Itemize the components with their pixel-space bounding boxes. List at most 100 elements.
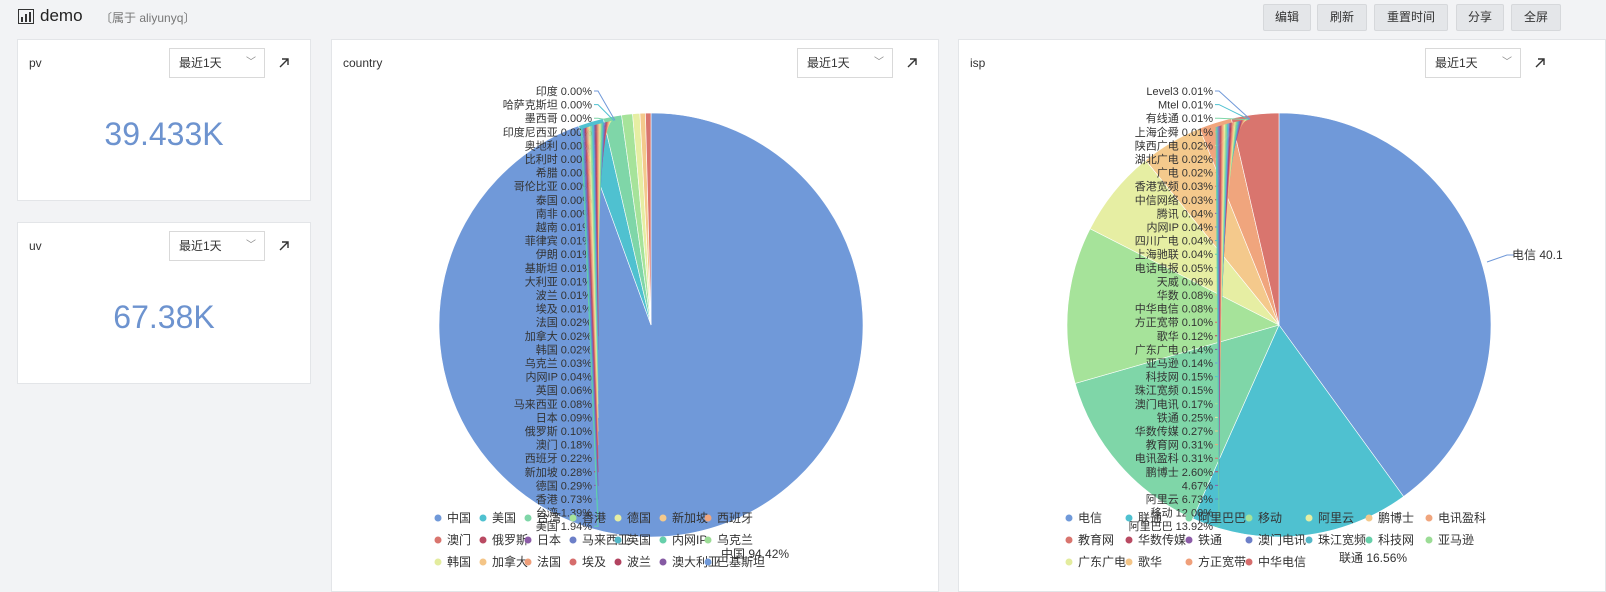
country-legend-item: 法国	[537, 555, 561, 569]
isp-data-label: 陕西广电 0.02%	[1135, 138, 1213, 152]
reset-time-button[interactable]: 重置时间	[1374, 4, 1448, 31]
country-data-label: 波兰 0.01%	[536, 289, 592, 302]
isp-legend-marker	[1365, 514, 1373, 522]
country-range-select[interactable]: 最近1天 ﹀	[797, 48, 893, 78]
country-legend-marker	[434, 514, 442, 522]
uv-value: 67.38K	[113, 299, 215, 335]
isp-data-label: 铁通 0.25%	[1157, 411, 1213, 424]
expand-icon[interactable]	[1533, 56, 1547, 70]
uv-range-select[interactable]: 最近1天 ﹀	[169, 231, 265, 261]
country-legend-item: 波兰	[627, 555, 651, 569]
isp-legend-item: 亚马逊	[1438, 533, 1474, 547]
isp-legend-marker	[1425, 514, 1433, 522]
pv-range-select[interactable]: 最近1天 ﹀	[169, 48, 265, 78]
country-legend-marker	[659, 514, 667, 522]
country-data-label: 墨西哥 0.00%	[525, 112, 592, 125]
isp-data-label: Mtel 0.01%	[1158, 100, 1213, 112]
expand-icon[interactable]	[277, 56, 291, 70]
isp-leader-line	[1215, 90, 1251, 120]
country-leader-line	[581, 128, 599, 514]
country-data-label: 奥地利 0.00%	[525, 138, 592, 152]
isp-data-label: 上海企舜 0.01%	[1135, 125, 1213, 139]
edit-button[interactable]: 编辑	[1263, 4, 1311, 31]
isp-data-label: 广东广电 0.14%	[1135, 343, 1213, 356]
isp-data-label: 亚马逊 0.14%	[1146, 357, 1213, 370]
isp-legend-item: 华数传媒	[1138, 532, 1186, 547]
expand-icon[interactable]	[905, 56, 919, 70]
isp-legend-marker	[1245, 514, 1253, 522]
isp-data-label: 腾讯 0.04%	[1157, 206, 1213, 220]
isp-data-label: 电讯盈科 0.31%	[1135, 451, 1213, 465]
country-data-label: 澳门 0.18%	[536, 438, 592, 452]
fullscreen-button[interactable]: 全屏	[1511, 4, 1561, 31]
country-legend-item: 台湾	[537, 510, 561, 525]
country-data-label: 菲律宾 0.01%	[525, 234, 592, 248]
isp-data-label: 华数 0.08%	[1157, 288, 1213, 302]
isp-slice	[1278, 112, 1492, 497]
isp-range-select[interactable]: 最近1天 ﹀	[1425, 48, 1521, 78]
expand-icon[interactable]	[277, 239, 291, 253]
country-legend-marker	[479, 558, 487, 566]
isp-legend-item: 铁通	[1198, 533, 1222, 547]
isp-pie-chart: Level3 0.01% Mtel 0.01%有线通 0.01%上海企舜 0.01…	[1065, 86, 1563, 569]
country-legend-item: 西班牙	[717, 511, 753, 525]
country-legend-marker	[524, 558, 532, 566]
country-data-label: 大利亚 0.01%	[525, 274, 592, 288]
isp-data-label: 珠江宽频 0.15%	[1135, 383, 1213, 397]
country-panel: country 最近1天 ﹀ 印度 0.00% 哈萨克斯坦 0.00% 墨西哥 0.…	[331, 39, 939, 592]
country-data-label: 英国 0.06%	[536, 383, 592, 397]
isp-legend-marker	[1125, 536, 1133, 544]
isp-data-label: 天威 0.06%	[1157, 275, 1213, 288]
isp-legend-marker	[1245, 558, 1253, 566]
country-legend-item: 美国	[492, 511, 516, 525]
country-legend-item: 韩国	[447, 554, 471, 569]
country-data-label: 西班牙 0.22%	[525, 452, 592, 465]
isp-legend-marker	[1185, 536, 1193, 544]
isp-legend-item: 教育网	[1078, 532, 1114, 547]
country-data-label: 南非 0.00%	[536, 207, 592, 220]
country-data-label: 俄罗斯 0.10%	[525, 425, 592, 438]
isp-legend-marker	[1065, 536, 1073, 544]
refresh-button[interactable]: 刷新	[1317, 4, 1367, 31]
country-legend-item: 乌克兰	[717, 532, 753, 547]
country-legend-item: 中国	[447, 510, 471, 525]
country-legend-marker	[614, 514, 622, 522]
country-data-label: 马来西亚 0.08%	[514, 398, 592, 411]
country-data-label: 印度尼西亚 0.00%	[503, 125, 592, 139]
isp-legend-marker	[1245, 536, 1253, 544]
chevron-down-icon: ﹀	[246, 57, 256, 68]
country-data-label: 埃及 0.01%	[536, 302, 592, 316]
isp-legend-item: 阿里云	[1318, 511, 1354, 525]
isp-legend-item: 歌华	[1138, 554, 1162, 569]
country-legend-item: 新加坡	[672, 510, 708, 525]
share-button[interactable]: 分享	[1456, 4, 1504, 31]
country-data-label: 基斯坦 0.01%	[525, 261, 592, 275]
country-data-label: 香港 0.73%	[536, 493, 592, 506]
country-legend-marker	[524, 514, 532, 522]
isp-data-label: 中信网络 0.03%	[1135, 193, 1213, 207]
country-legend-marker	[704, 514, 712, 522]
isp-data-label: 华数传媒 0.27%	[1135, 424, 1213, 438]
country-data-label: 新加坡 0.28%	[525, 465, 592, 479]
country-legend-item: 澳大利亚	[672, 555, 720, 569]
country-legend-item: 俄罗斯	[492, 533, 528, 547]
pv-value: 39.433K	[104, 116, 224, 152]
isp-legend-item: 鹏博士	[1378, 510, 1414, 525]
isp-slice	[1192, 324, 1405, 538]
isp-legend-marker	[1185, 558, 1193, 566]
uv-title: uv	[29, 239, 42, 253]
country-data-label: 韩国 0.02%	[536, 342, 592, 356]
country-leader-line	[594, 104, 615, 121]
dashboard-title: demo	[40, 6, 83, 25]
isp-legend-item: 电信	[1078, 511, 1102, 525]
isp-leader-line	[1486, 254, 1514, 263]
country-legend-marker	[614, 558, 622, 566]
country-legend-marker	[434, 558, 442, 566]
isp-data-label: 阿里云 6.73%	[1146, 493, 1213, 506]
country-slice	[645, 112, 652, 326]
country-legend-item: 香港	[582, 511, 606, 525]
country-pie-chart: 印度 0.00%哈萨克斯坦 0.00%墨西哥 0.00%印度尼西亚 0.00%奥…	[434, 84, 864, 569]
isp-legend-item: 广东广电	[1078, 555, 1126, 569]
country-legend-item: 巴基斯坦	[717, 555, 765, 569]
uv-panel: uv 最近1天 ﹀ 67.38K	[17, 222, 311, 384]
